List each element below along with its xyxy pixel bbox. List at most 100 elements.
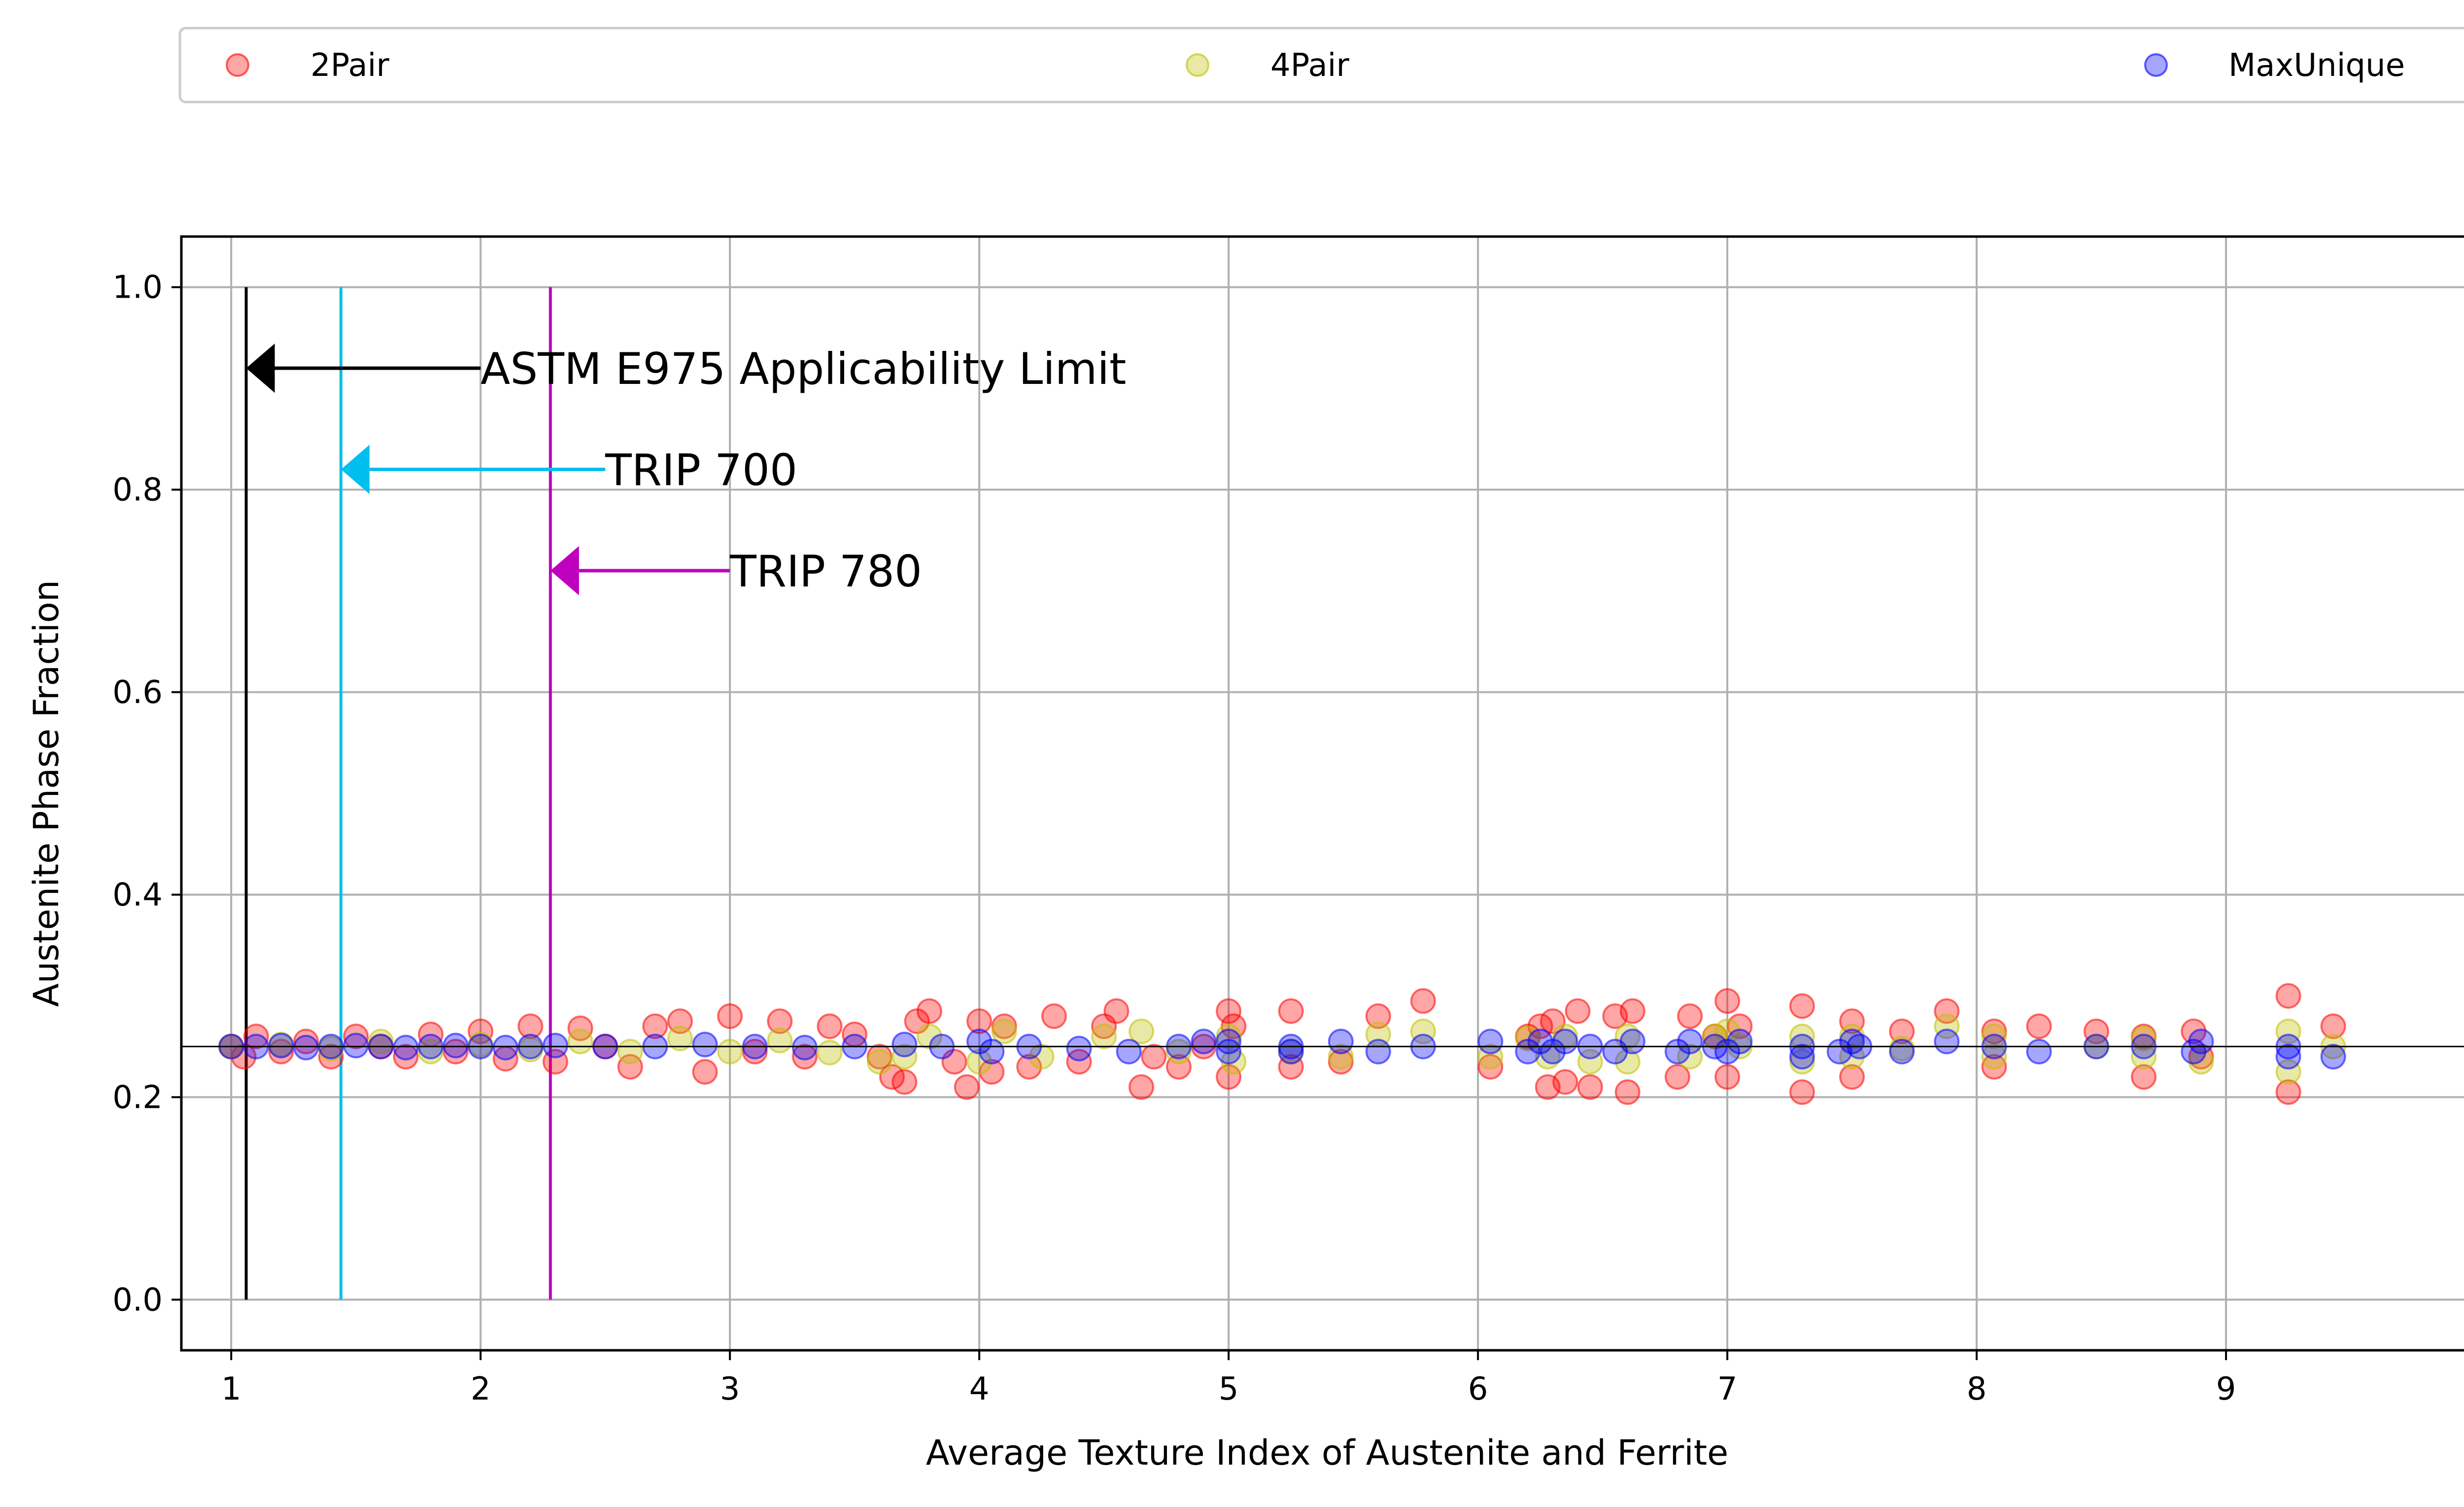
data-point <box>1614 1079 1641 1105</box>
data-point <box>1664 1064 1690 1090</box>
data-point <box>817 1039 843 1065</box>
data-point <box>1727 1028 1753 1055</box>
data-point <box>1103 998 1129 1024</box>
data-point <box>2188 1028 2214 1055</box>
data-point <box>791 1044 818 1070</box>
data-point <box>1677 1028 1703 1055</box>
data-point <box>1577 1074 1603 1100</box>
data-point <box>1714 1064 1741 1090</box>
data-points <box>218 983 2346 1105</box>
data-point <box>1216 1038 1242 1064</box>
data-point <box>1191 1028 1217 1055</box>
data-point <box>1789 1044 1815 1070</box>
grid <box>181 237 2464 1350</box>
data-point <box>268 1032 294 1059</box>
y-axis-ticks: 0.0 0.2 0.4 0.6 0.8 1.0 <box>112 270 181 1318</box>
data-point <box>443 1032 469 1059</box>
data-point <box>293 1034 319 1061</box>
y-tick-label: 0.6 <box>112 675 163 711</box>
data-point <box>1129 1074 1155 1100</box>
data-point <box>1565 998 1591 1024</box>
data-point <box>1789 1079 1815 1105</box>
data-point <box>1278 998 1304 1024</box>
legend-marker-4pair <box>1186 53 1209 77</box>
data-point <box>1216 1028 1242 1055</box>
data-point <box>966 1008 992 1034</box>
data-point <box>1116 1038 1142 1064</box>
data-point <box>642 1013 668 1039</box>
data-point <box>2131 1064 2157 1090</box>
data-point <box>268 1038 294 1064</box>
data-point <box>1066 1035 1092 1062</box>
data-point <box>1328 1028 1354 1055</box>
legend-frame <box>178 27 2464 103</box>
data-point <box>1981 1054 2007 1080</box>
data-point <box>891 1031 918 1058</box>
data-point <box>692 1059 718 1085</box>
data-point <box>318 1044 344 1070</box>
data-point <box>243 1024 269 1050</box>
data-point <box>1129 1018 1155 1044</box>
x-tick-label: 1 <box>221 1371 241 1407</box>
x-tick-label: 4 <box>969 1371 990 1407</box>
annotation-label: TRIP 700 <box>605 445 797 496</box>
data-point <box>1365 1038 1391 1064</box>
data-point <box>1066 1049 1092 1075</box>
data-point <box>817 1013 843 1039</box>
data-point <box>991 1018 1017 1044</box>
annotation-arrow-head <box>341 445 370 494</box>
data-point <box>1619 1028 1645 1055</box>
data-point <box>1141 1044 1167 1070</box>
y-tick-label: 0.8 <box>112 472 163 509</box>
x-tick-label: 6 <box>1468 1371 1488 1407</box>
data-point <box>1091 1024 1117 1050</box>
data-point <box>717 1003 743 1029</box>
data-point <box>954 1074 980 1100</box>
data-point <box>1839 1064 1865 1090</box>
data-point <box>1477 1028 1504 1055</box>
legend: 2Pair 4Pair MaxUnique <box>178 27 2464 103</box>
data-point <box>2131 1044 2157 1070</box>
data-point <box>1981 1024 2007 1050</box>
data-point <box>1789 993 1815 1019</box>
x-tick-label: 3 <box>720 1371 740 1407</box>
x-axis-label: Average Texture Index of Austenite and F… <box>926 1433 1728 1473</box>
data-point <box>1477 1054 1504 1080</box>
y-tick-label: 0.4 <box>112 877 163 913</box>
y-tick-label: 0.0 <box>112 1282 163 1318</box>
y-axis-label: Austenite Phase Fraction <box>26 580 67 1007</box>
data-point <box>2275 1044 2301 1070</box>
x-axis-ticks: 1 2 3 4 5 6 7 8 9 <box>221 1350 2236 1407</box>
data-point <box>1041 1003 1067 1029</box>
data-point <box>617 1038 643 1064</box>
annotation-arrow-head <box>550 546 579 595</box>
data-point <box>343 1032 369 1059</box>
data-point <box>692 1031 718 1058</box>
data-point <box>1216 1064 1242 1090</box>
data-point <box>542 1032 568 1059</box>
data-point <box>293 1028 319 1055</box>
annotations: ASTM E975 Applicability Limit TRIP 700 TRI… <box>246 343 1126 597</box>
data-point <box>393 1034 419 1061</box>
data-point <box>1981 1044 2007 1070</box>
data-point <box>979 1038 1005 1064</box>
data-point <box>866 1049 892 1075</box>
data-point <box>2131 1026 2157 1052</box>
data-point <box>1552 1069 1578 1095</box>
data-point <box>791 1034 818 1061</box>
annotation-arrow-head <box>246 343 275 393</box>
legend-marker-2pair <box>226 53 249 77</box>
legend-marker-maxunique <box>2144 53 2168 77</box>
data-point <box>567 1015 593 1041</box>
data-point <box>1677 1003 1703 1029</box>
data-point <box>1714 988 1741 1014</box>
legend-label-2pair: 2Pair <box>310 47 389 84</box>
data-point <box>891 1069 918 1095</box>
y-tick-label: 0.2 <box>112 1079 163 1116</box>
data-point <box>1410 988 1436 1014</box>
y-tick-label: 1.0 <box>112 270 163 306</box>
data-point <box>1552 1028 1578 1055</box>
data-point <box>567 1028 593 1055</box>
data-point <box>916 998 942 1024</box>
